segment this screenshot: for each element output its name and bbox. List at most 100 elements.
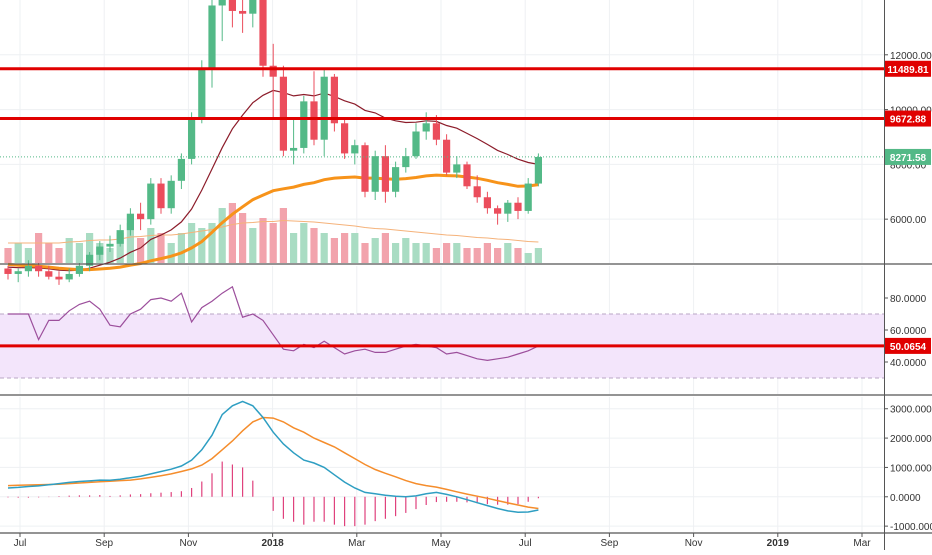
volume-bar (412, 243, 420, 263)
candle-body[interactable] (381, 156, 389, 192)
candle-body[interactable] (463, 164, 471, 187)
time-axis-label: Mar (348, 538, 366, 549)
volume-bar (198, 228, 206, 263)
time-axis-label: 2018 (261, 538, 284, 549)
candle-body[interactable] (443, 139, 451, 173)
volume-bar (239, 213, 247, 263)
candle-body[interactable] (137, 213, 145, 220)
candle-body[interactable] (259, 0, 267, 66)
candle-body[interactable] (402, 156, 410, 168)
time-axis-label: Sep (95, 538, 113, 549)
candle-body[interactable] (96, 246, 104, 255)
candle-body[interactable] (514, 202, 522, 211)
volume-bar (208, 223, 216, 263)
rsi-series (8, 285, 539, 362)
price-axes[interactable]: 6000.008000.0010000.0012000.0040.000060.… (884, 51, 932, 533)
candle-body[interactable] (45, 271, 53, 277)
candle-body[interactable] (55, 276, 63, 280)
rsi-level-tag-bg (885, 337, 931, 354)
price-axis-tick-label: 6000.00 (890, 215, 927, 226)
macd-axis-tick-label: -1000.0000 (890, 522, 932, 533)
candle-body[interactable] (269, 65, 277, 77)
candle-body[interactable] (279, 76, 287, 151)
candle-body[interactable] (4, 268, 12, 274)
volume-bar (279, 208, 287, 263)
candle-body[interactable] (35, 265, 43, 272)
candle-body[interactable] (157, 183, 165, 209)
candle-body[interactable] (453, 164, 461, 173)
candle-body[interactable] (371, 156, 379, 192)
candle-body[interactable] (330, 76, 338, 124)
volume-bar (86, 233, 94, 263)
candle-body[interactable] (310, 101, 318, 140)
candle-body[interactable] (188, 117, 196, 159)
volume-bar (371, 238, 379, 263)
volume-bar (534, 248, 542, 263)
candle-body[interactable] (14, 271, 22, 274)
volume-bar (453, 243, 461, 263)
candle-body[interactable] (422, 123, 430, 132)
candle-body[interactable] (320, 76, 328, 140)
candle-body[interactable] (218, 0, 226, 6)
candle-body[interactable] (473, 186, 481, 198)
horizontal-levels[interactable] (0, 67, 884, 348)
candle-body[interactable] (167, 180, 175, 209)
candle-body[interactable] (300, 101, 308, 148)
candle-body[interactable] (147, 183, 155, 220)
candle-body[interactable] (504, 202, 512, 214)
candle-body[interactable] (116, 230, 124, 244)
candle-body[interactable] (290, 147, 298, 151)
candle-body[interactable] (534, 156, 542, 184)
time-axis-label: Sep (601, 538, 619, 549)
rsi-axis-tick-label: 40.0000 (890, 358, 927, 369)
volume-bar (55, 248, 63, 263)
candles[interactable] (4, 0, 542, 285)
candle-body[interactable] (86, 254, 94, 266)
volume-bar (4, 248, 12, 263)
candle-body[interactable] (24, 265, 32, 272)
volume-bar (361, 243, 369, 263)
last-price-tag: 8271.58 (890, 153, 927, 164)
volume-bar (483, 243, 491, 263)
candle-body[interactable] (75, 265, 83, 274)
candle-body[interactable] (239, 10, 247, 14)
candle-body[interactable] (198, 68, 206, 118)
candle-body[interactable] (249, 0, 257, 14)
price-level-tag: 11489.81 (887, 65, 929, 76)
volume-bar (320, 233, 328, 263)
volume-bar (157, 233, 165, 263)
price-axis-tick-label: 8000.00 (890, 160, 927, 171)
candle-body[interactable] (177, 158, 185, 181)
volume-bar (24, 248, 32, 263)
candle-body[interactable] (228, 0, 236, 11)
candle-body[interactable] (494, 208, 502, 214)
volume-bar (290, 233, 298, 263)
candle-body[interactable] (392, 167, 400, 192)
volume-bar (341, 233, 349, 263)
candle-body[interactable] (126, 213, 134, 231)
volume-bar (422, 243, 430, 263)
candle-body[interactable] (341, 123, 349, 154)
candle-body[interactable] (361, 145, 369, 192)
volume-bar (188, 223, 196, 263)
price-level-tag-bg (885, 110, 931, 127)
volume-bar (177, 233, 185, 263)
volume-bar (147, 228, 155, 263)
candle-body[interactable] (208, 5, 216, 69)
candle-body[interactable] (412, 131, 420, 157)
volume-ma-line (8, 219, 539, 244)
candle-body[interactable] (483, 197, 491, 209)
candle-body[interactable] (351, 145, 359, 154)
price-axis-tick-label: 12000.00 (890, 51, 932, 62)
candle-body[interactable] (432, 123, 440, 140)
volume-bar (218, 208, 226, 263)
candle-body[interactable] (65, 273, 73, 280)
candle-body[interactable] (106, 243, 114, 247)
candle-body[interactable] (524, 183, 532, 211)
time-axis[interactable]: Jul Sep Nov 2018 Mar May Jul Sep Nov 2019 Mar (14, 533, 872, 549)
volume-bar (402, 238, 410, 263)
volume-bar (381, 233, 389, 263)
